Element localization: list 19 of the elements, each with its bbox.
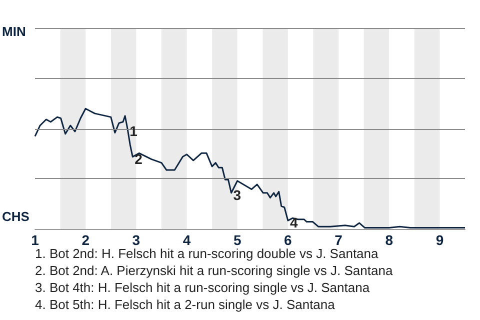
x-tick-label: 7: [334, 232, 343, 248]
annotation: 2: [134, 150, 143, 167]
text: 3. Bot 4th: H. Felsch hit a run-scoring single vs J. Santana: [35, 280, 370, 295]
x-tick-label: 5: [233, 232, 242, 248]
text: 1. Bot 2nd: H. Felsch hit a run-scoring double vs J. Santana: [35, 246, 380, 261]
x-tick-label: 8: [385, 232, 394, 248]
annotation: 4: [290, 214, 298, 231]
text: MIN: [2, 24, 26, 39]
x-tick-label: 4: [182, 232, 191, 248]
text: 4. Bot 5th: H. Felsch hit a 2-run single vs J. Santana: [35, 297, 336, 312]
x-tick-label: 1: [31, 232, 40, 248]
x-tick-label: 6: [284, 232, 292, 248]
annotation: 1: [130, 123, 138, 140]
text: 2. Bot 2nd: A. Pierzynski hit a run-scoring single vs J. Santana: [35, 263, 394, 278]
x-tick-label: 3: [132, 232, 140, 248]
text: CHS: [2, 209, 30, 224]
x-tick-label: 9: [436, 232, 444, 248]
annotation: 3: [233, 186, 242, 203]
x-tick-label: 2: [82, 232, 90, 248]
